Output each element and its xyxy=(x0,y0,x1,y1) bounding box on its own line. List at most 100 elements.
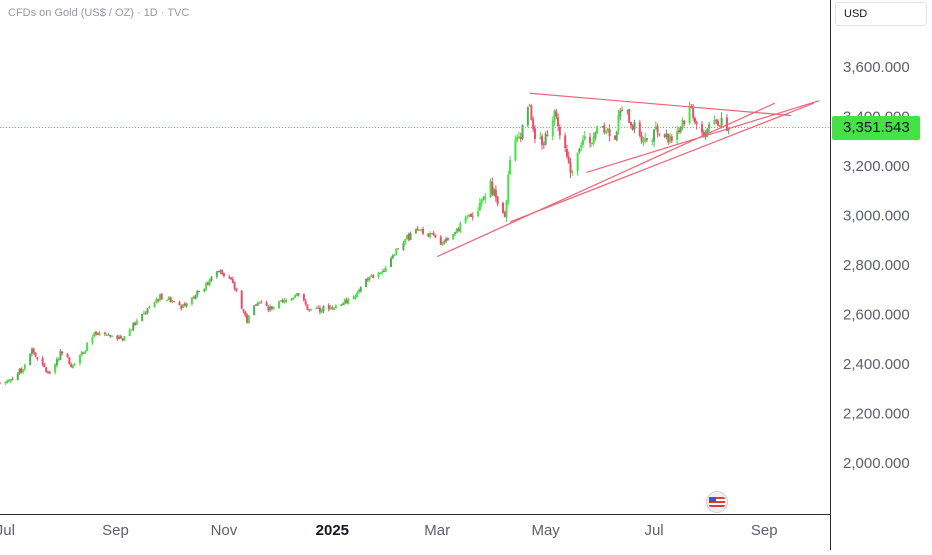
y-tick-label: 3,000.000 xyxy=(843,208,910,225)
candle xyxy=(718,124,721,127)
trendline-lower-2[interactable] xyxy=(509,102,815,223)
candle-body xyxy=(477,211,480,217)
candle xyxy=(701,121,704,137)
candle-body xyxy=(471,216,474,218)
candle-body xyxy=(205,282,208,289)
candle xyxy=(141,313,144,322)
candle xyxy=(171,299,174,304)
candle xyxy=(393,253,396,256)
candle-body xyxy=(267,306,270,311)
candle-body xyxy=(617,115,620,131)
candle xyxy=(244,310,247,318)
candle xyxy=(452,233,455,240)
candle-body xyxy=(629,122,632,126)
trendline-lower-3[interactable] xyxy=(586,100,820,173)
candle-body xyxy=(644,138,647,142)
candle xyxy=(61,350,64,356)
candle xyxy=(430,233,433,235)
candle xyxy=(439,235,442,246)
candle xyxy=(621,106,624,112)
candle xyxy=(530,104,533,121)
candle-body xyxy=(166,300,169,302)
candle xyxy=(93,331,96,338)
candle xyxy=(340,304,343,307)
candle xyxy=(160,292,163,301)
candle xyxy=(317,305,320,309)
candle xyxy=(358,288,361,294)
candle-body xyxy=(397,248,400,250)
candle-body xyxy=(45,367,48,372)
candle-body xyxy=(514,140,517,161)
candle xyxy=(103,331,106,337)
candle xyxy=(68,357,71,365)
candle-body xyxy=(233,281,236,289)
trendlines-layer[interactable] xyxy=(436,92,820,258)
candle-body xyxy=(377,272,380,278)
candle xyxy=(558,124,561,140)
candle xyxy=(210,275,213,282)
candle-body xyxy=(464,217,467,223)
us-flag-icon[interactable] xyxy=(706,491,728,513)
candle-body xyxy=(304,301,307,305)
candle xyxy=(457,227,460,232)
candle xyxy=(379,272,382,275)
candle-body xyxy=(84,351,87,354)
candle xyxy=(148,305,151,309)
candle xyxy=(468,214,471,217)
candle-body xyxy=(68,357,71,364)
candle-body xyxy=(86,343,89,352)
candle xyxy=(142,310,145,315)
candle-body xyxy=(496,196,499,204)
y-tick-label: 2,800.000 xyxy=(843,257,910,274)
candle xyxy=(29,353,32,366)
candle-body xyxy=(23,364,26,370)
candle xyxy=(185,302,188,308)
candle xyxy=(569,158,572,178)
candle xyxy=(73,362,76,366)
candle-body xyxy=(626,109,629,111)
candle xyxy=(679,126,682,134)
candle-body xyxy=(230,277,233,280)
candle-body xyxy=(432,232,435,235)
currency-selector[interactable]: USD xyxy=(835,2,927,26)
candle-body xyxy=(505,201,508,218)
candle-body xyxy=(206,282,209,285)
candle-body xyxy=(606,128,609,132)
candle-body xyxy=(640,135,643,142)
candle xyxy=(619,107,622,121)
candle-body xyxy=(516,136,519,141)
candle xyxy=(583,130,586,141)
candle xyxy=(146,307,149,315)
candle-body xyxy=(333,308,336,310)
candle-body xyxy=(59,351,62,360)
trendline-lower-1[interactable] xyxy=(436,102,776,258)
candle-body xyxy=(194,295,197,300)
candle xyxy=(539,131,542,140)
trendline-top[interactable] xyxy=(529,92,791,117)
candle xyxy=(420,228,423,232)
candle-body xyxy=(430,233,433,235)
candle-body xyxy=(466,217,469,219)
candle xyxy=(281,298,284,304)
candle xyxy=(7,378,10,383)
candle xyxy=(482,195,485,201)
candle-body xyxy=(7,380,10,382)
candle xyxy=(601,126,604,128)
candle xyxy=(359,286,362,293)
candle xyxy=(20,367,23,374)
candle xyxy=(347,297,350,305)
candle xyxy=(242,309,245,314)
flag-stripes xyxy=(709,497,725,507)
candle-body xyxy=(73,363,76,366)
candle-body xyxy=(182,304,185,308)
candle-body xyxy=(663,134,666,137)
candle-body xyxy=(153,301,156,308)
candle xyxy=(267,305,270,313)
candle xyxy=(494,185,497,202)
candle-body xyxy=(406,234,409,239)
candle xyxy=(247,315,250,324)
candle-body xyxy=(693,117,696,123)
candle xyxy=(254,304,257,306)
